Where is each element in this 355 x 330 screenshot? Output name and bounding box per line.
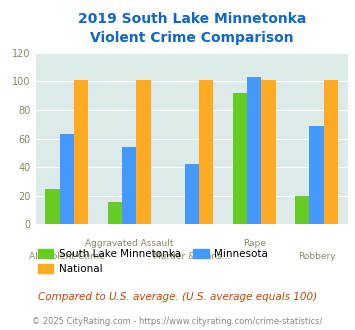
Bar [310,126,324,224]
Legend: South Lake Minnetonka, National, Minnesota: South Lake Minnetonka, National, Minneso… [34,245,272,279]
Bar [261,80,276,224]
Bar [233,93,247,224]
Bar [247,77,261,224]
Text: Murder & Mans...: Murder & Mans... [153,252,230,261]
Title: 2019 South Lake Minnetonka
Violent Crime Comparison: 2019 South Lake Minnetonka Violent Crime… [77,12,306,45]
Bar [199,80,213,224]
Bar [60,134,74,224]
Bar [108,202,122,224]
Text: Rape: Rape [243,239,266,248]
Text: All Violent Crime: All Violent Crime [29,252,105,261]
Text: © 2025 CityRating.com - https://www.cityrating.com/crime-statistics/: © 2025 CityRating.com - https://www.city… [32,317,323,326]
Bar [185,164,199,224]
Text: Aggravated Assault: Aggravated Assault [85,239,174,248]
Bar [295,196,310,224]
Bar [136,80,151,224]
Bar [122,147,136,224]
Bar [74,80,88,224]
Text: Compared to U.S. average. (U.S. average equals 100): Compared to U.S. average. (U.S. average … [38,292,317,302]
Text: Robbery: Robbery [298,252,335,261]
Bar [324,80,338,224]
Bar [45,189,60,224]
